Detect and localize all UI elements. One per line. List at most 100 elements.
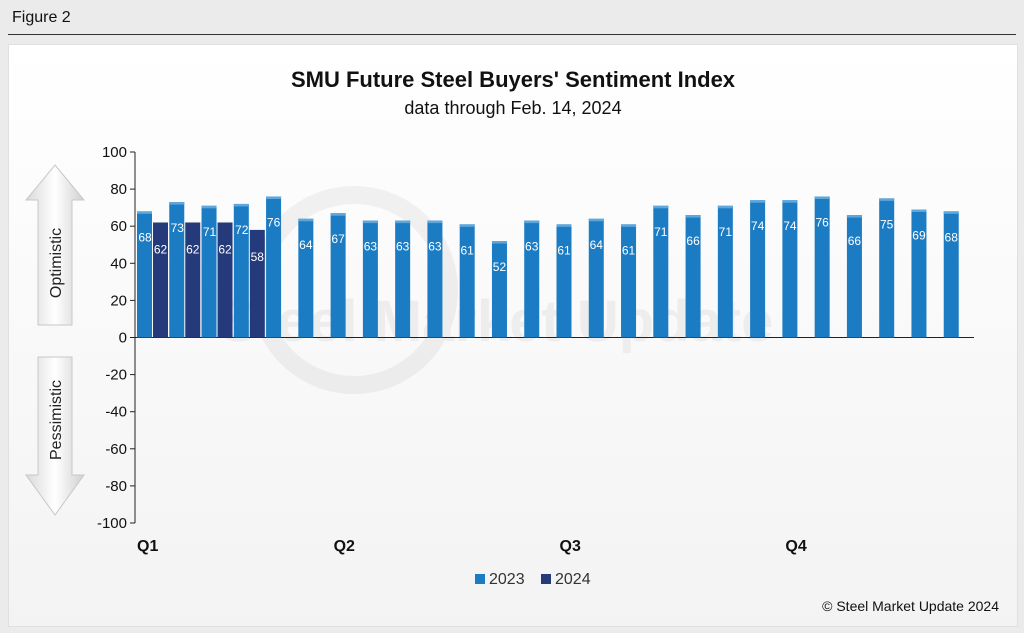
bar-2024 [185,222,201,338]
bar-2023-highlight [943,211,959,214]
bar-2023-highlight [330,213,346,216]
data-label-2023: 76 [815,216,829,230]
bar-2023 [427,220,443,338]
data-label-2024: 62 [218,242,232,256]
bar-2024 [249,229,265,338]
y-tick-label: -80 [105,478,127,495]
optimistic-label: Optimistic [48,228,65,298]
chart-data-labels: 68 73 71 72 76 64 67 63 63 63 61 52 63 61 64 61 71 66 71 74… [138,216,958,275]
bar-2023-highlight [750,200,766,203]
y-tick-label: 0 [119,330,127,347]
data-label-2023: 71 [203,225,217,239]
y-tick-label: 80 [110,181,127,198]
data-label-2023: 64 [590,238,604,252]
y-tick-label: -100 [97,515,127,532]
bar-2023 [491,241,507,338]
chart-legend: 2023 2024 [475,571,591,588]
bar-2023-highlight [137,211,152,214]
bar-2023 [750,200,766,338]
bar-2023 [621,224,637,338]
bar-2023-highlight [879,198,895,201]
bar-2023-highlight [233,203,249,207]
data-label-2023: 67 [331,232,345,246]
bar-2024 [217,222,233,338]
bar-2023 [266,196,282,338]
quarter-label: Q2 [334,538,355,555]
bar-2023-highlight [169,202,185,205]
bar-2023 [653,205,669,338]
bar-2023 [556,224,572,338]
data-label-2023: 68 [138,230,152,244]
bar-2023 [137,211,152,338]
bar-2023-highlight [362,220,378,224]
y-tick-label: 20 [110,292,127,309]
bar-2023 [330,213,346,338]
bar-2023-highlight [588,218,604,222]
bar-2023-highlight [911,209,927,213]
bar-2023 [524,220,540,338]
copyright: © Steel Market Update 2024 [822,598,999,614]
bar-2023-highlight [427,220,443,224]
bar-2023-highlight [782,200,798,203]
bar-2023 [717,205,733,338]
bar-2023-highlight [524,220,540,224]
chart-axes: 100 80 60 40 20 0 -20 -40 -60 -80 -100 Q1 Q2 Q3 Q4 [97,144,974,555]
bar-2023-highlight [266,196,282,200]
bar-2023 [169,202,185,338]
chart-panel: Steel Market Update Optimistic Pessimist… [8,44,1018,627]
data-label-2023: 63 [396,240,410,254]
data-label-2023: 61 [622,243,636,257]
figure-rule [8,34,1016,35]
bar-2023 [298,218,314,338]
data-label-2023: 74 [751,219,765,233]
bar-2023 [395,220,411,338]
data-label-2024: 62 [154,242,168,256]
bar-2023 [459,224,475,338]
chart-title: SMU Future Steel Buyers' Sentiment Index [291,67,736,92]
bar-2023 [362,220,378,338]
y-tick-label: -40 [105,404,127,421]
bar-2023-highlight [459,224,475,227]
data-label-2023: 63 [428,240,442,254]
bar-2023-highlight [395,220,411,224]
data-label-2023: 68 [945,230,959,244]
bar-2023 [233,203,249,338]
bar-2023-highlight [201,205,217,209]
data-label-2023: 61 [461,243,475,257]
bar-2024 [153,222,168,338]
legend-label: 2023 [489,571,525,588]
quarter-label: Q1 [137,538,158,555]
data-label-2023: 64 [299,238,313,252]
data-label-2024: 62 [186,242,200,256]
bar-2023-highlight [653,205,669,209]
quarter-label: Q3 [560,538,581,555]
data-label-2023: 76 [267,216,281,230]
bar-2023-highlight [717,205,733,209]
bar-2023-highlight [556,224,572,227]
bar-2023-highlight [621,224,637,227]
data-label-2023: 63 [525,240,539,254]
legend-swatch [541,574,551,584]
data-label-2023: 63 [364,240,378,254]
bar-2023 [911,209,927,338]
y-tick-label: 100 [102,144,127,161]
bar-2023 [814,196,830,338]
data-label-2023: 66 [686,234,700,248]
data-label-2024: 58 [251,250,265,264]
data-label-2023: 75 [880,217,894,231]
quarter-label: Q4 [785,538,806,555]
bar-2023-highlight [814,196,830,200]
bar-2023-highlight [846,215,862,218]
bar-2023-highlight [491,241,507,244]
data-label-2023: 74 [783,219,797,233]
y-tick-label: -20 [105,367,127,384]
pessimistic-arrow: Pessimistic [25,356,85,516]
bar-2023 [943,211,959,338]
bar-2023 [879,198,895,338]
figure-label: Figure 2 [12,9,71,26]
bar-2023-highlight [685,215,701,218]
data-label-2023: 73 [171,221,185,235]
bar-2023 [685,215,701,338]
data-label-2023: 66 [848,234,862,248]
pessimistic-label: Pessimistic [48,380,65,460]
